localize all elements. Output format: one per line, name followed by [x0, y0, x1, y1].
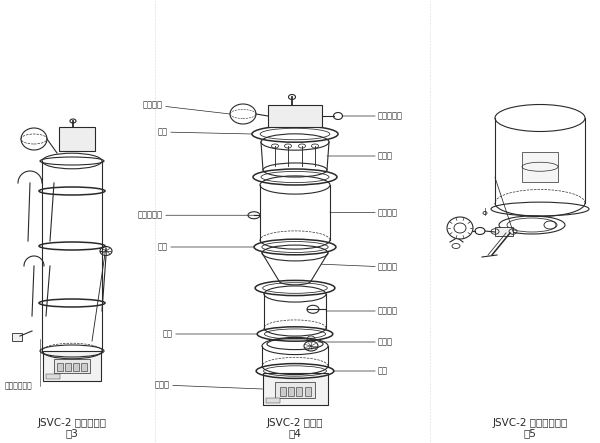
- FancyBboxPatch shape: [43, 351, 101, 381]
- FancyBboxPatch shape: [12, 333, 22, 341]
- Text: 接预料软管: 接预料软管: [138, 211, 258, 220]
- FancyBboxPatch shape: [46, 374, 60, 379]
- FancyBboxPatch shape: [263, 373, 328, 405]
- Text: 旋转气缸: 旋转气缸: [326, 307, 398, 315]
- Text: 卡箍: 卡箍: [163, 330, 257, 338]
- FancyBboxPatch shape: [275, 382, 315, 398]
- FancyBboxPatch shape: [81, 363, 87, 371]
- FancyBboxPatch shape: [522, 152, 558, 182]
- Text: 压缩空气接入: 压缩空气接入: [5, 381, 33, 390]
- FancyBboxPatch shape: [495, 227, 513, 236]
- FancyBboxPatch shape: [59, 127, 95, 151]
- Text: 桶圈: 桶圈: [333, 366, 388, 376]
- FancyBboxPatch shape: [57, 363, 63, 371]
- FancyBboxPatch shape: [268, 105, 322, 127]
- Text: 放料门: 放料门: [318, 338, 393, 346]
- Text: 反吹气包: 反吹气包: [143, 101, 230, 114]
- Text: 真空料斗: 真空料斗: [330, 208, 398, 217]
- FancyBboxPatch shape: [288, 387, 294, 396]
- Text: 图3: 图3: [65, 428, 79, 438]
- Text: JSVC-2 放料门结构图: JSVC-2 放料门结构图: [493, 418, 568, 428]
- FancyBboxPatch shape: [280, 387, 286, 396]
- Text: JSVC-2 管路连接图: JSVC-2 管路连接图: [37, 418, 107, 428]
- Text: 门密封圈: 门密封圈: [322, 263, 398, 272]
- FancyBboxPatch shape: [305, 387, 311, 396]
- FancyBboxPatch shape: [265, 398, 280, 403]
- Text: 图4: 图4: [289, 428, 301, 438]
- Text: 过滤器: 过滤器: [327, 152, 393, 160]
- Text: 图5: 图5: [524, 428, 536, 438]
- Text: 真空发生器: 真空发生器: [342, 112, 403, 120]
- Text: JSVC-2 结构图: JSVC-2 结构图: [267, 418, 323, 428]
- Text: 控制盒: 控制盒: [155, 381, 263, 389]
- FancyBboxPatch shape: [73, 363, 79, 371]
- FancyBboxPatch shape: [65, 363, 71, 371]
- Text: 桶圈: 桶圈: [158, 128, 252, 136]
- Text: 桶圈: 桶圈: [158, 242, 254, 252]
- FancyBboxPatch shape: [296, 387, 302, 396]
- FancyBboxPatch shape: [54, 359, 90, 373]
